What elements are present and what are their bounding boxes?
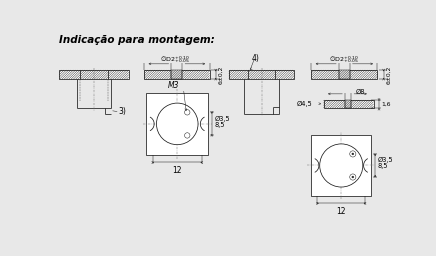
Text: 1,6: 1,6 <box>382 102 391 107</box>
Bar <box>311 70 378 79</box>
Text: Indicação para montagem:: Indicação para montagem: <box>59 35 215 45</box>
Circle shape <box>157 103 198 145</box>
Text: Ø8: Ø8 <box>356 89 365 94</box>
Bar <box>311 135 371 196</box>
Text: 4): 4) <box>252 54 260 63</box>
Text: 6±0,2: 6±0,2 <box>387 66 392 84</box>
Text: 12: 12 <box>173 166 182 175</box>
Bar <box>144 70 210 79</box>
Circle shape <box>352 176 354 178</box>
Text: $\varnothing$D2$^{+0.10}_{+0.05}$: $\varnothing$D2$^{+0.10}_{+0.05}$ <box>329 55 359 65</box>
Bar <box>345 100 351 109</box>
Circle shape <box>184 110 190 115</box>
Bar <box>324 100 374 109</box>
Circle shape <box>184 133 190 138</box>
Text: Ø4,5: Ø4,5 <box>296 101 312 107</box>
Text: $\varnothing$D2$^{+0.10}_{+0.05}$: $\varnothing$D2$^{+0.10}_{+0.05}$ <box>160 55 190 65</box>
Circle shape <box>350 174 356 180</box>
Text: 6±0,2: 6±0,2 <box>219 66 224 84</box>
Bar <box>339 70 350 79</box>
Text: M3: M3 <box>168 81 179 90</box>
Text: Ø3,5: Ø3,5 <box>378 157 393 163</box>
Text: 8,5: 8,5 <box>214 122 225 129</box>
Text: 3): 3) <box>119 107 126 116</box>
Bar <box>59 70 129 79</box>
Text: Ø3,5: Ø3,5 <box>214 116 230 122</box>
Circle shape <box>352 153 354 155</box>
Bar <box>146 93 208 155</box>
Text: 12: 12 <box>337 207 346 216</box>
Bar <box>171 70 182 79</box>
Circle shape <box>350 151 356 157</box>
Text: 8,5: 8,5 <box>378 163 388 169</box>
Circle shape <box>320 144 363 187</box>
Bar <box>229 70 294 79</box>
